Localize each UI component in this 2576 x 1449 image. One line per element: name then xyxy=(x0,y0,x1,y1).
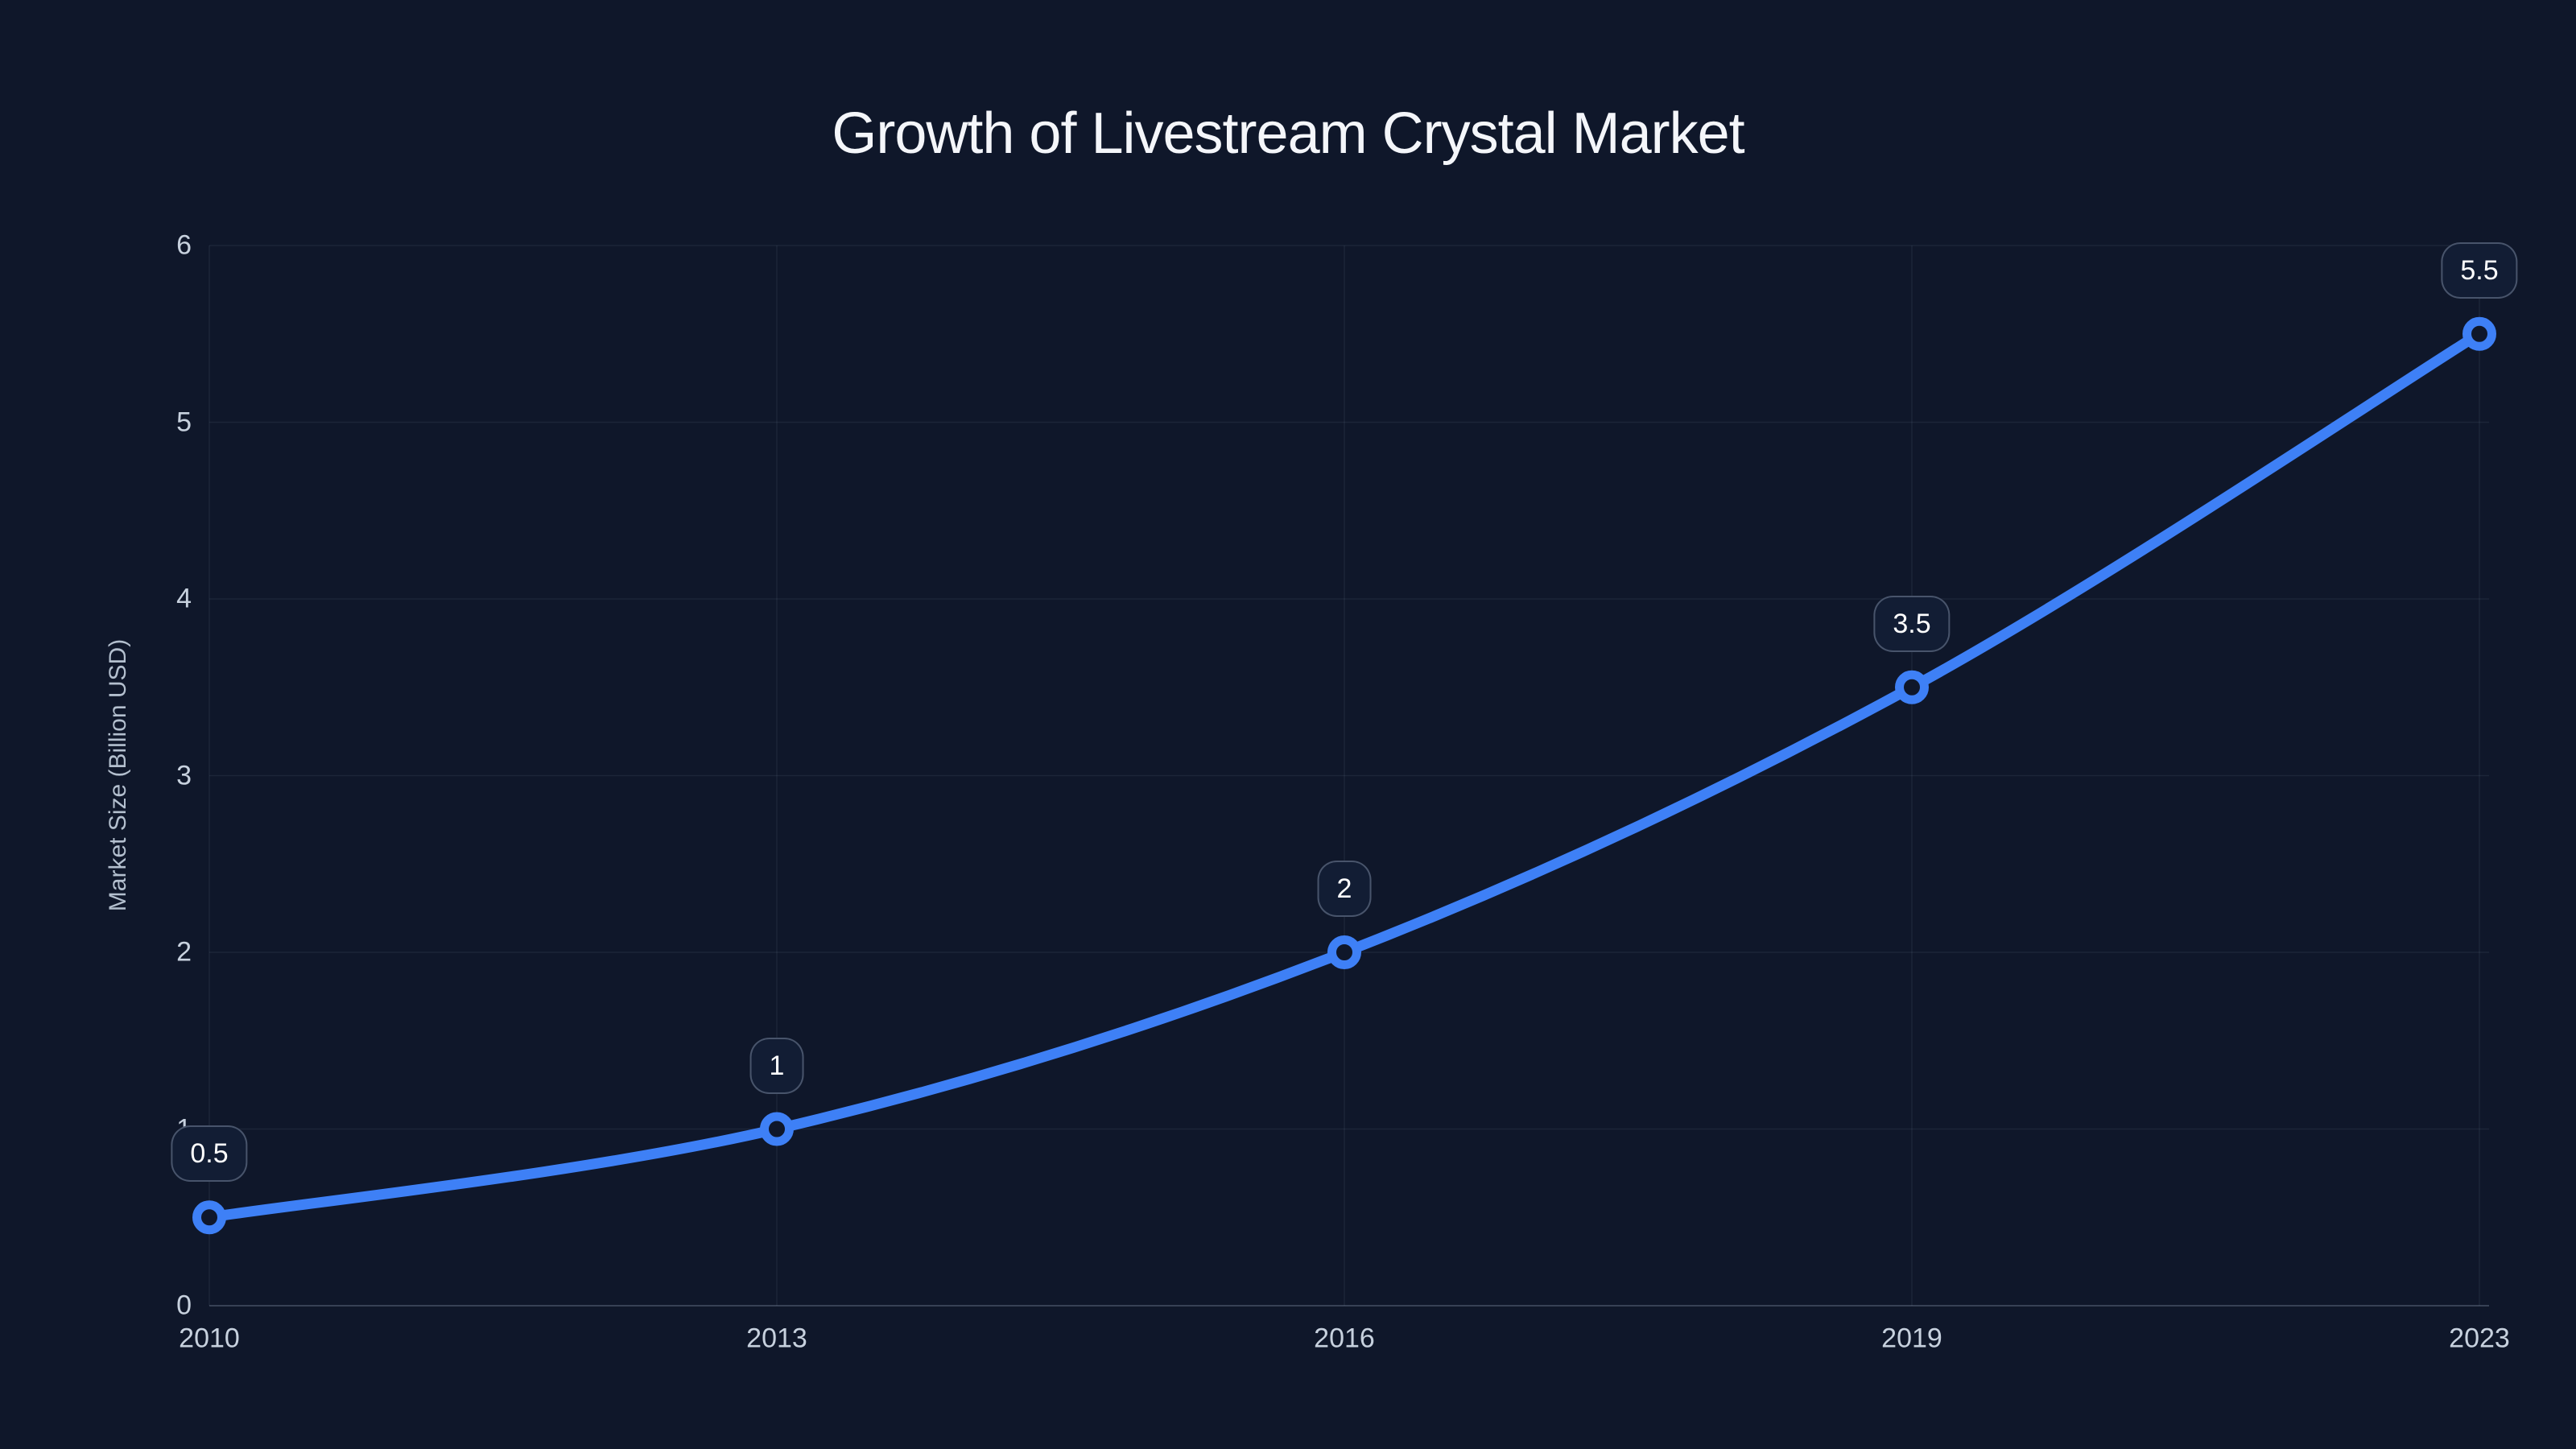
x-tick-label: 2016 xyxy=(1314,1323,1375,1354)
x-tick-label: 2019 xyxy=(1881,1323,1942,1354)
x-tick-label: 2023 xyxy=(2449,1323,2510,1354)
y-tick-label: 2 xyxy=(176,936,192,968)
data-label-badge: 5.5 xyxy=(2441,242,2518,299)
data-label-badge: 3.5 xyxy=(1873,595,1951,652)
y-tick-label: 5 xyxy=(176,407,192,437)
data-label-badge: 1 xyxy=(749,1037,804,1094)
y-tick-label: 4 xyxy=(176,583,192,614)
chart-title: Growth of Livestream Crystal Market xyxy=(832,101,1744,166)
data-label-badge: 0.5 xyxy=(171,1125,248,1183)
data-point-marker[interactable] xyxy=(1327,935,1361,969)
y-tick-label: 0 xyxy=(176,1290,192,1321)
x-tick-label: 2013 xyxy=(746,1323,807,1354)
data-point-marker[interactable] xyxy=(192,1200,226,1235)
data-point-marker[interactable] xyxy=(760,1112,794,1146)
y-tick-label: 3 xyxy=(176,760,192,791)
x-tick-label: 2010 xyxy=(179,1323,240,1354)
data-point-marker[interactable] xyxy=(1895,670,1929,704)
data-label-badge: 2 xyxy=(1317,861,1372,917)
data-point-marker[interactable] xyxy=(2462,316,2496,351)
y-tick-label: 6 xyxy=(176,229,192,261)
